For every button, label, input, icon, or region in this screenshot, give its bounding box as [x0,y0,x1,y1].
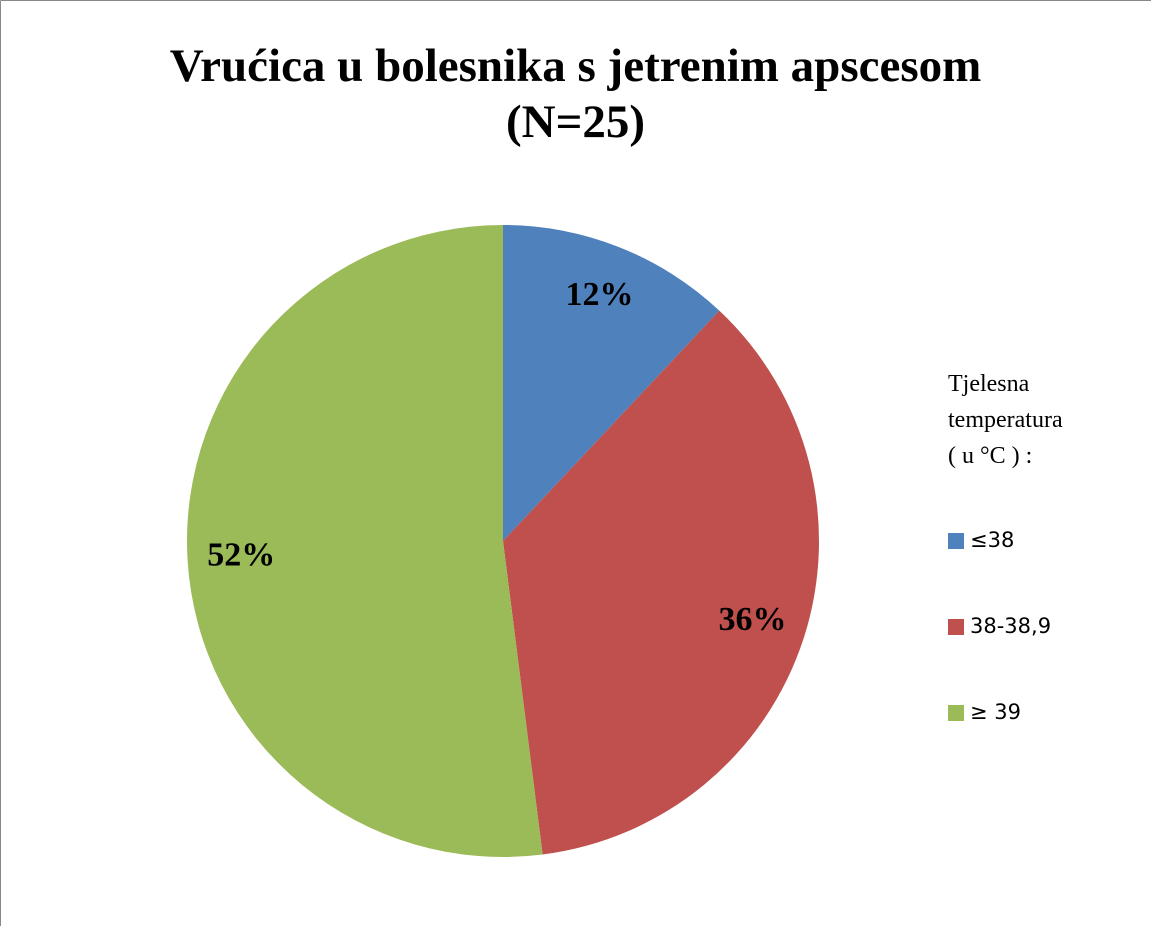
pie-slice [187,225,543,857]
legend-swatch [948,533,964,549]
legend-swatch [948,619,964,635]
legend-label: ≥ 39 [970,700,1021,724]
data-label: 12% [566,276,634,313]
pie-slice [503,310,819,855]
legend-label: ≤38 [970,528,1014,552]
data-label: 36% [718,601,786,638]
legend-swatch [948,705,964,721]
legend-label: 38-38,9 [970,614,1051,638]
data-label: 52% [207,536,275,573]
chart-title: Vrućica u bolesnika s jetrenim apscesom … [169,40,982,148]
pie-slice [503,225,720,541]
legend-title: Tjelesna temperatura ( u °C ) : [948,371,1063,469]
